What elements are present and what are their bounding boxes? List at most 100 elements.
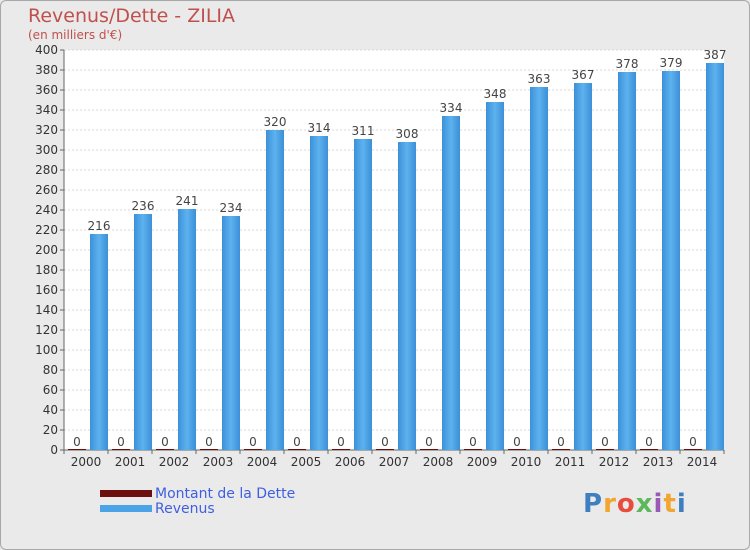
- x-tick-label: 2005: [291, 455, 322, 469]
- x-tick-label: 2001: [115, 455, 146, 469]
- revenue-bar: [706, 63, 724, 450]
- debt-value-label: 0: [645, 435, 653, 449]
- revenue-bar: [618, 72, 636, 450]
- y-tick-label: 400: [35, 43, 58, 57]
- revenue-value-label: 311: [352, 124, 375, 138]
- revenue-bar: [222, 216, 240, 450]
- revenue-bar: [442, 116, 460, 450]
- revenue-bar: [310, 136, 328, 450]
- y-tick-label: 240: [35, 203, 58, 217]
- revenue-bar: [354, 139, 372, 450]
- debt-bar: [68, 449, 86, 450]
- revenue-value-label: 320: [264, 115, 287, 129]
- revenue-value-label: 363: [528, 72, 551, 86]
- y-tick-label: 140: [35, 303, 58, 317]
- x-tick-label: 2003: [203, 455, 234, 469]
- chart-subtitle: (en milliers d'€): [28, 28, 123, 42]
- debt-bar: [684, 449, 702, 450]
- legend-swatch-revenue: [100, 505, 152, 512]
- x-tick-label: 2013: [643, 455, 674, 469]
- debt-value-label: 0: [337, 435, 345, 449]
- x-tick-label: 2002: [159, 455, 190, 469]
- y-tick-label: 220: [35, 223, 58, 237]
- x-tick-label: 2012: [599, 455, 630, 469]
- debt-value-label: 0: [689, 435, 697, 449]
- debt-value-label: 0: [293, 435, 301, 449]
- y-tick-label: 340: [35, 103, 58, 117]
- y-tick-label: 180: [35, 263, 58, 277]
- debt-value-label: 0: [161, 435, 169, 449]
- x-tick-label: 2006: [335, 455, 366, 469]
- debt-bar: [200, 449, 218, 450]
- y-tick-label: 320: [35, 123, 58, 137]
- revenue-bar: [178, 209, 196, 450]
- legend-item-revenue: Revenus: [100, 500, 295, 517]
- y-tick-label: 80: [43, 363, 58, 377]
- debt-value-label: 0: [469, 435, 477, 449]
- debt-bar: [596, 449, 614, 450]
- chart-title: Revenus/Dette - ZILIA: [28, 5, 236, 27]
- debt-bar: [156, 449, 174, 450]
- y-tick-label: 200: [35, 243, 58, 257]
- y-tick-label: 120: [35, 323, 58, 337]
- revenue-value-label: 367: [572, 68, 595, 82]
- legend-swatch-debt: [100, 490, 152, 497]
- revenue-value-label: 314: [308, 121, 331, 135]
- debt-bar: [332, 449, 350, 450]
- y-tick-label: 20: [43, 423, 58, 437]
- y-tick-label: 0: [50, 443, 58, 457]
- revenue-bar: [90, 234, 108, 450]
- revenue-bar: [134, 214, 152, 450]
- debt-bar: [288, 449, 306, 450]
- logo-letter: t: [663, 489, 677, 519]
- revenue-bar: [266, 130, 284, 450]
- x-tick-label: 2000: [71, 455, 102, 469]
- revenue-bar: [486, 102, 504, 450]
- x-tick-label: 2011: [555, 455, 586, 469]
- revenue-value-label: 379: [660, 56, 683, 70]
- debt-value-label: 0: [381, 435, 389, 449]
- revenue-value-label: 387: [704, 48, 727, 62]
- y-tick-label: 40: [43, 403, 58, 417]
- revenue-value-label: 234: [220, 201, 243, 215]
- revenue-value-label: 308: [396, 127, 419, 141]
- logo-letter: i: [676, 489, 687, 519]
- revenue-bar: [530, 87, 548, 450]
- revenue-bar: [574, 83, 592, 450]
- y-tick-label: 380: [35, 63, 58, 77]
- logo-letter: i: [653, 489, 664, 519]
- x-tick-label: 2008: [423, 455, 454, 469]
- y-tick-label: 100: [35, 343, 58, 357]
- legend-item-debt: Montant de la Dette: [100, 485, 296, 502]
- legend-label-revenue: Revenus: [155, 500, 215, 517]
- debt-bar: [552, 449, 570, 450]
- debt-value-label: 0: [425, 435, 433, 449]
- legend: Montant de la Dette Revenus: [100, 485, 296, 517]
- revenue-bar: [398, 142, 416, 450]
- debt-bar: [112, 449, 130, 450]
- revenue-value-label: 334: [440, 101, 463, 115]
- debt-bar: [420, 449, 438, 450]
- debt-value-label: 0: [73, 435, 81, 449]
- proxiti-logo: Proxiti: [583, 489, 687, 519]
- x-tick-label: 2009: [467, 455, 498, 469]
- debt-value-label: 0: [601, 435, 609, 449]
- debt-value-label: 0: [205, 435, 213, 449]
- revenue-bar: [662, 71, 680, 450]
- debt-bar: [376, 449, 394, 450]
- y-tick-label: 300: [35, 143, 58, 157]
- y-tick-label: 260: [35, 183, 58, 197]
- y-tick-label: 160: [35, 283, 58, 297]
- debt-value-label: 0: [513, 435, 521, 449]
- y-tick-label: 280: [35, 163, 58, 177]
- x-tick-label: 2004: [247, 455, 278, 469]
- revenue-value-label: 241: [176, 194, 199, 208]
- revenue-value-label: 236: [132, 199, 155, 213]
- debt-bar: [640, 449, 658, 450]
- logo-letter: P: [583, 489, 604, 519]
- legend-label-debt: Montant de la Dette: [155, 485, 296, 502]
- debt-value-label: 0: [117, 435, 125, 449]
- debt-value-label: 0: [557, 435, 565, 449]
- x-tick-label: 2010: [511, 455, 542, 469]
